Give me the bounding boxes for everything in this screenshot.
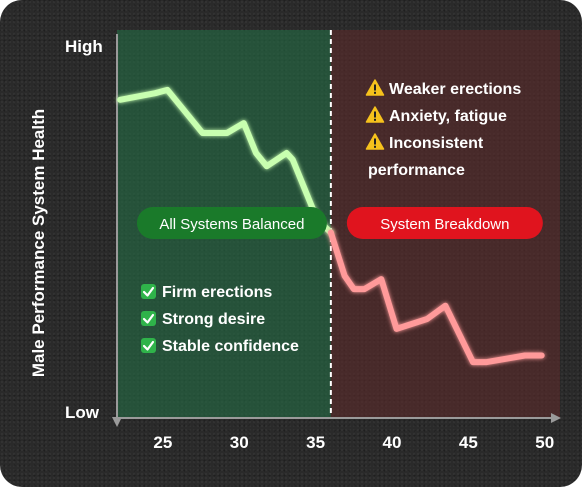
bullet-balanced: Stable confidence (141, 338, 299, 355)
x-tick-label: 35 (306, 433, 325, 452)
warning-icon-bar (374, 84, 376, 91)
region-badges: All Systems Balanced System Breakdown (136, 207, 543, 239)
y-axis-arrow (112, 417, 122, 427)
x-tick-label: 45 (459, 433, 478, 452)
x-tick-label: 40 (383, 433, 402, 452)
x-axis-arrow (551, 413, 561, 423)
series-line-balanced (117, 86, 334, 236)
check-icon (142, 286, 155, 297)
warning-icon-bar (374, 138, 376, 145)
warning-icon-dot (374, 145, 376, 148)
bullet-text: Inconsistent (389, 135, 484, 152)
region-bullets: Firm erections Strong desire Stable confid… (141, 79, 521, 355)
badge-all-systems-balanced-label: All Systems Balanced (159, 216, 304, 233)
axes (112, 34, 561, 427)
bullet-breakdown: performance (368, 162, 465, 179)
bullet-text: Weaker erections (389, 81, 521, 98)
badge-system-breakdown-pill (346, 207, 543, 239)
y-tick-low: Low (65, 403, 100, 422)
series-line-breakdown (327, 229, 545, 366)
badge-all-systems-balanced-pill (136, 207, 327, 239)
badge-all-systems-balanced: All Systems Balanced (136, 207, 327, 239)
warning-icon-dot (374, 91, 376, 94)
bullet-text: performance (368, 162, 465, 179)
x-tick-label: 30 (230, 433, 249, 452)
warning-icon-dot (374, 118, 376, 121)
bullet-breakdown: Inconsistent (365, 133, 484, 152)
badge-system-breakdown: System Breakdown (346, 207, 543, 239)
y-axis-label: Male Performance System Health (29, 109, 48, 377)
bullet-balanced: Firm erections (141, 284, 272, 301)
bullet-text: Strong desire (162, 311, 265, 328)
x-tick-label: 25 (153, 433, 172, 452)
bullet-text: Stable confidence (162, 338, 299, 355)
check-icon (142, 340, 155, 351)
x-tick-labels: 25 30 35 40 45 50 (153, 433, 554, 452)
bullet-breakdown: Weaker erections (365, 79, 521, 98)
check-icon (142, 313, 155, 324)
y-tick-high: High (65, 37, 103, 56)
warning-icon-bar (374, 111, 376, 118)
bullet-text: Anxiety, fatigue (389, 108, 507, 125)
x-tick-label: 50 (535, 433, 554, 452)
series-lines (117, 86, 545, 366)
badge-system-breakdown-label: System Breakdown (380, 216, 509, 233)
bullet-text: Firm erections (162, 284, 272, 301)
bullet-breakdown: Anxiety, fatigue (365, 106, 507, 125)
bullet-balanced: Strong desire (141, 311, 265, 328)
